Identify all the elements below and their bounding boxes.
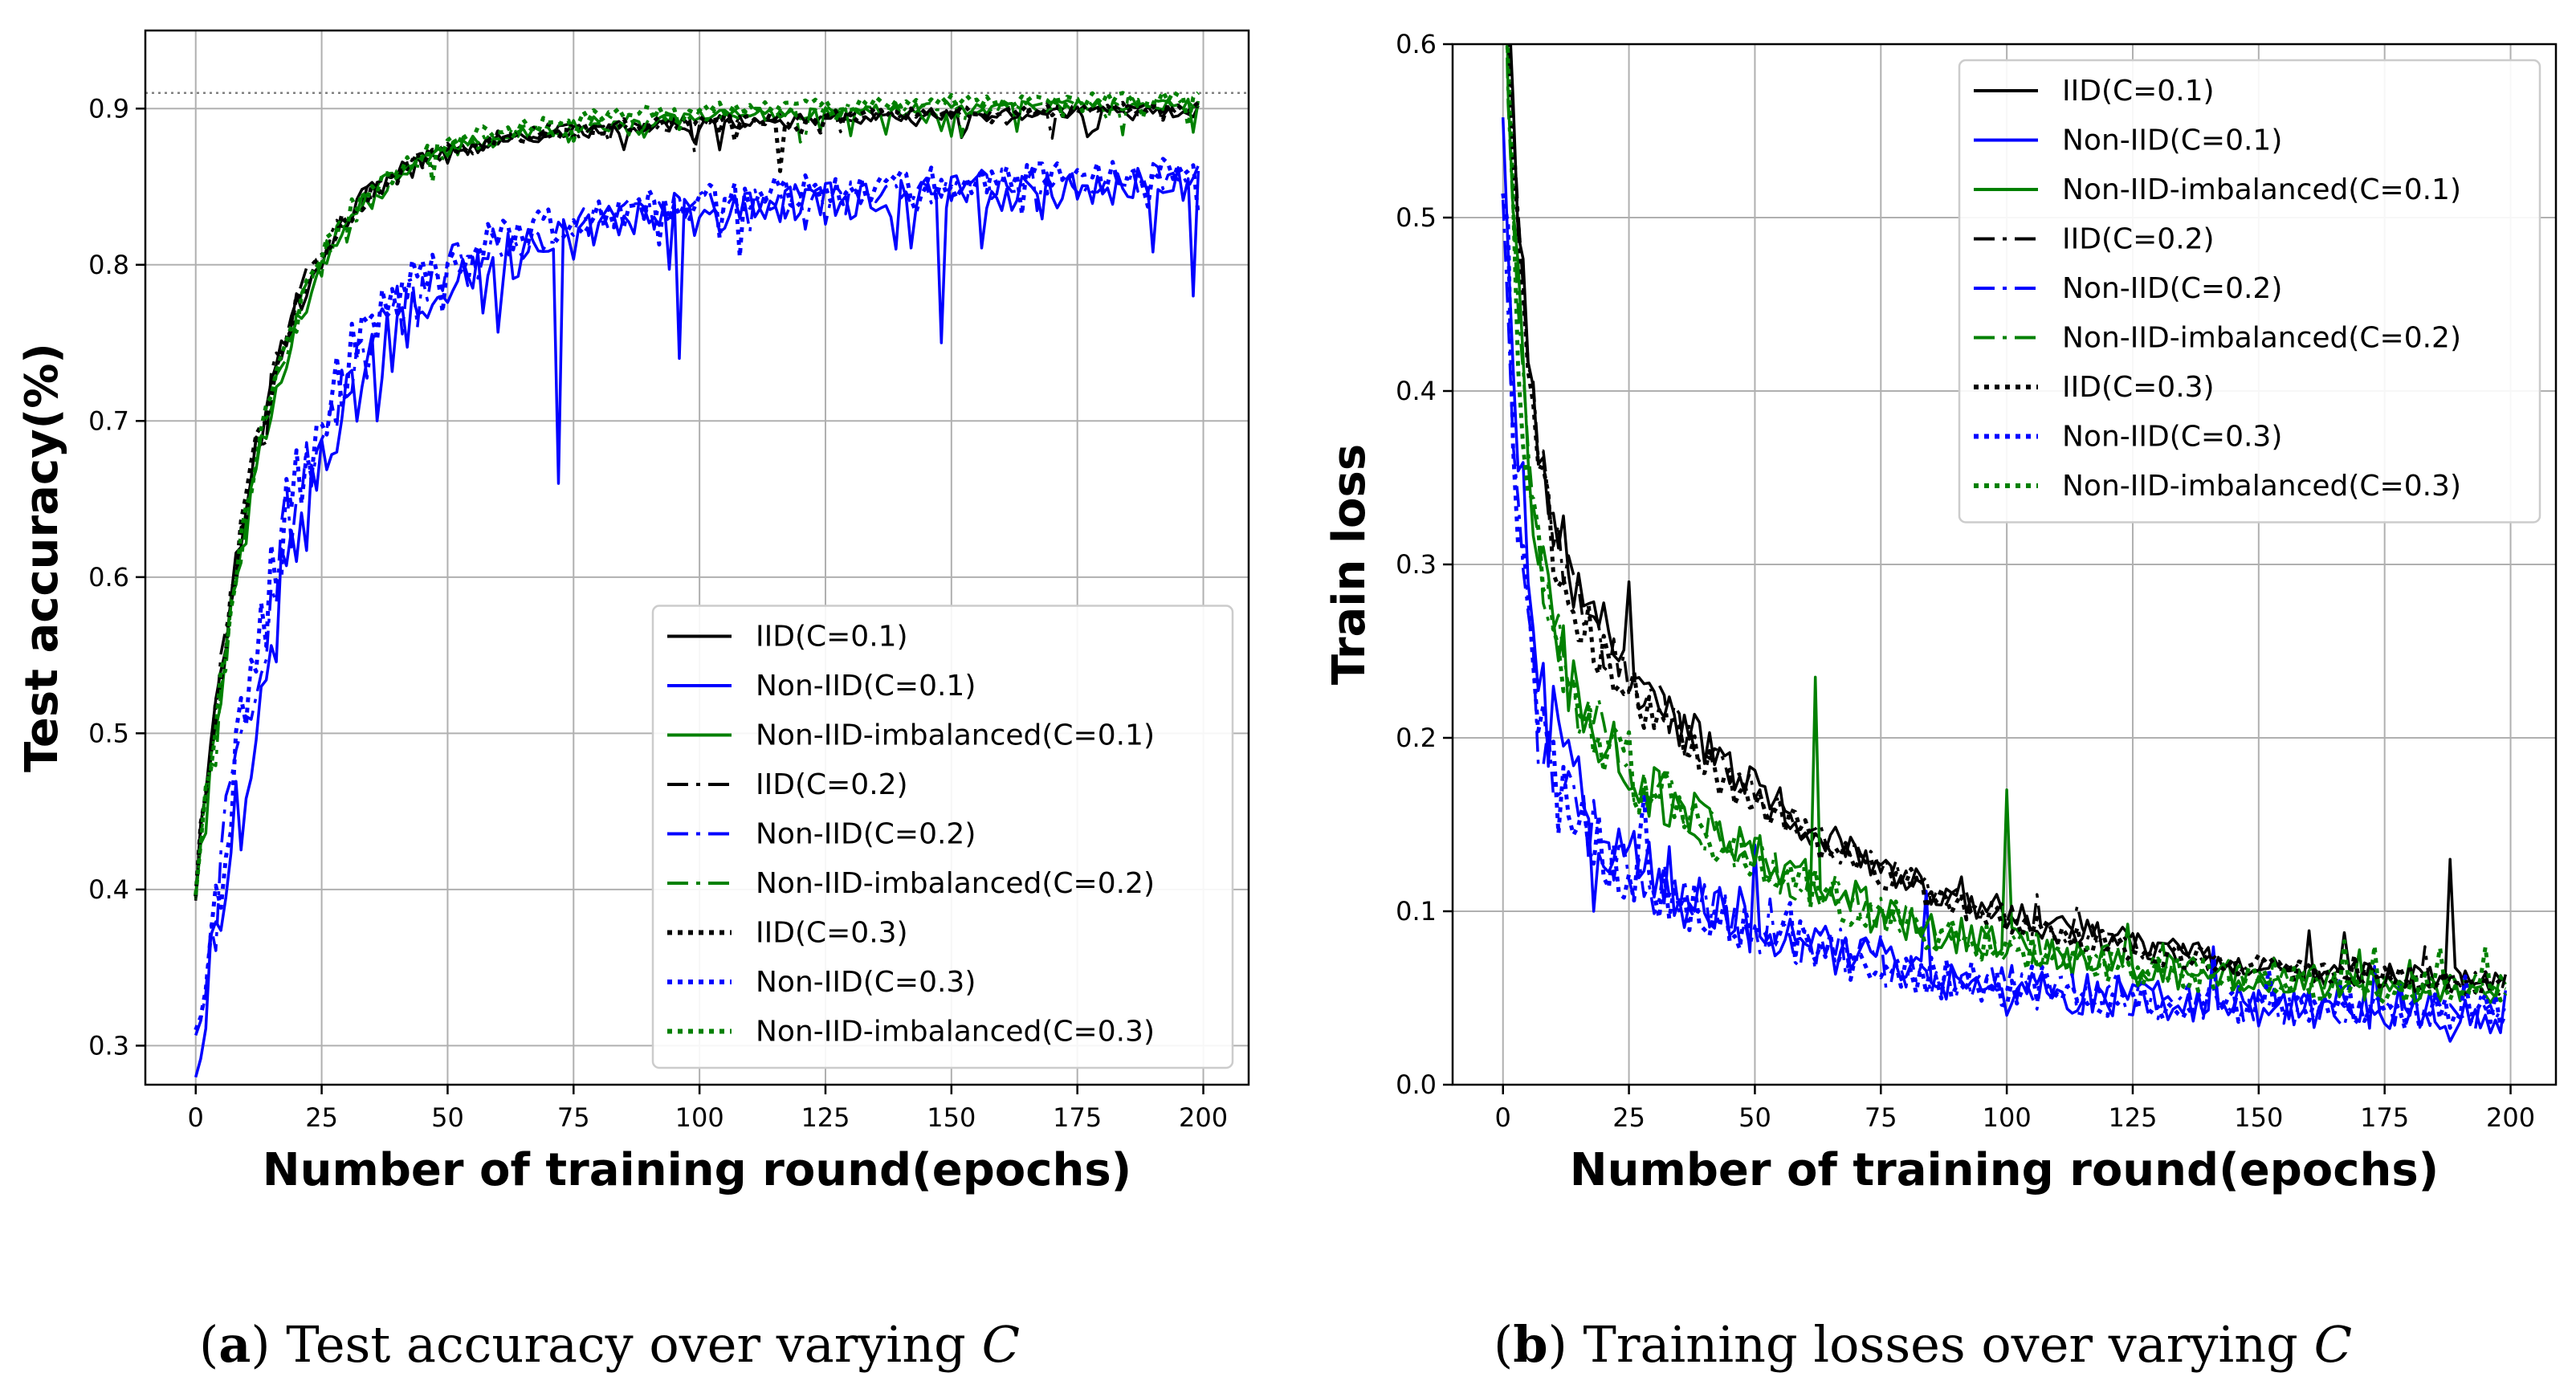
caption-a: (a) Test accuracy over varying C bbox=[199, 1315, 1020, 1374]
series-line bbox=[194, 89, 1200, 895]
y-tick-label: 0.4 bbox=[88, 874, 129, 905]
series-line bbox=[194, 100, 1200, 897]
series-line bbox=[194, 157, 1200, 1031]
legend-entry: Non-IID-imbalanced(C=0.1) bbox=[756, 719, 1155, 752]
caption-b-close: ) bbox=[1547, 1315, 1567, 1374]
y-tick-label: 0.3 bbox=[1396, 549, 1437, 580]
x-tick-label: 150 bbox=[927, 1102, 976, 1133]
x-tick-label: 0 bbox=[188, 1102, 204, 1133]
x-tick-label: 150 bbox=[2234, 1102, 2283, 1133]
plot-frame bbox=[144, 29, 1250, 1086]
series-line bbox=[1506, 44, 2508, 1005]
series-line bbox=[1501, 199, 2506, 1031]
x-tick-label: 50 bbox=[1738, 1102, 1771, 1133]
caption-a-letter: a bbox=[218, 1315, 251, 1374]
legend-entry: IID(C=0.2) bbox=[2062, 223, 2215, 256]
y-tick-label: 0.2 bbox=[1396, 723, 1437, 753]
x-tick-label: 75 bbox=[557, 1102, 590, 1133]
x-tick-label: 100 bbox=[1983, 1102, 2032, 1133]
y-tick-label: 0.3 bbox=[88, 1030, 129, 1061]
legend-frame bbox=[1958, 59, 2541, 523]
legend: IID(C=0.1) Non-IID(C=0.1) Non-IID-imbalanc… bbox=[651, 605, 1234, 1069]
y-tick-label: 0.5 bbox=[88, 718, 129, 748]
legend-entry: Non-IID(C=0.1) bbox=[756, 670, 976, 703]
legend-entry: Non-IID(C=0.3) bbox=[756, 966, 976, 999]
caption-b-variable: C bbox=[2313, 1315, 2353, 1374]
x-tick-label: 25 bbox=[1612, 1102, 1645, 1133]
legend-entry: Non-IID-imbalanced(C=0.1) bbox=[2062, 173, 2461, 206]
legend-entry: IID(C=0.1) bbox=[2062, 75, 2215, 108]
y-tick-label: 0.6 bbox=[1396, 29, 1437, 59]
series-line bbox=[1507, 44, 2508, 997]
caption-b-text: Training losses over varying bbox=[1567, 1315, 2314, 1374]
y-tick-label: 0.6 bbox=[88, 562, 129, 593]
legend-entry: Non-IID-imbalanced(C=0.3) bbox=[2062, 470, 2461, 503]
y-axis-label: Train loss bbox=[1323, 444, 1376, 685]
legend-entry: Non-IID-imbalanced(C=0.2) bbox=[2062, 322, 2461, 355]
legend-entry: Non-IID(C=0.3) bbox=[2062, 421, 2282, 454]
legend-entry: IID(C=0.2) bbox=[756, 768, 908, 801]
caption-a-close: ) bbox=[251, 1315, 271, 1374]
legend: IID(C=0.1) Non-IID(C=0.1) Non-IID-imbalanc… bbox=[1958, 59, 2541, 523]
caption-b: (b) Training losses over varying C bbox=[1494, 1315, 2352, 1374]
x-tick-label: 100 bbox=[675, 1102, 724, 1133]
series-line bbox=[1506, 44, 2506, 997]
y-tick-label: 0.8 bbox=[88, 250, 129, 280]
chart-b-train-loss: 0 25 50 75 100 125 150 175 200 0.0 0.1 0.2 0.3 0.4 0.5… bbox=[1323, 29, 2558, 1196]
legend-frame bbox=[651, 605, 1234, 1069]
x-axis-label: Number of training round(epochs) bbox=[1570, 1144, 2439, 1196]
legend-entry: IID(C=0.3) bbox=[2062, 371, 2215, 404]
series-group bbox=[194, 89, 1200, 1078]
x-tick-label: 50 bbox=[431, 1102, 464, 1133]
chart-a-test-accuracy: 0 25 50 75 100 125 150 175 200 0.3 0.4 0.5 0.6 0.7 0.8… bbox=[16, 29, 1250, 1196]
legend-entry: Non-IID(C=0.1) bbox=[2062, 124, 2282, 157]
x-tick-label: 175 bbox=[1053, 1102, 1102, 1133]
caption-a-variable: C bbox=[981, 1315, 1021, 1374]
x-tick-label: 0 bbox=[1495, 1102, 1511, 1133]
caption-a-text: Test accuracy over varying bbox=[270, 1315, 982, 1374]
y-tick-label: 0.0 bbox=[1396, 1069, 1437, 1100]
series-line bbox=[194, 96, 1199, 898]
x-tick-label: 125 bbox=[2108, 1102, 2157, 1133]
caption-b-open: ( bbox=[1494, 1315, 1514, 1374]
x-tick-label: 200 bbox=[1179, 1102, 1228, 1133]
legend-entry: Non-IID(C=0.2) bbox=[756, 818, 976, 851]
x-axis-label: Number of training round(epochs) bbox=[263, 1144, 1132, 1196]
x-tick-label: 175 bbox=[2360, 1102, 2409, 1133]
series-group bbox=[1501, 44, 2508, 1043]
x-tick-label: 75 bbox=[1865, 1102, 1897, 1133]
x-tick-label: 25 bbox=[305, 1102, 338, 1133]
x-tick-label: 125 bbox=[801, 1102, 850, 1133]
series-line bbox=[1501, 193, 2508, 1031]
legend-entry: IID(C=0.1) bbox=[756, 621, 908, 654]
legend-entry: Non-IID-imbalanced(C=0.3) bbox=[756, 1016, 1155, 1049]
caption-b-letter: b bbox=[1513, 1315, 1548, 1374]
caption-a-open: ( bbox=[199, 1315, 219, 1374]
y-tick-label: 0.9 bbox=[88, 93, 129, 124]
y-axis-label: Test accuracy(%) bbox=[16, 343, 68, 772]
x-tick-label: 200 bbox=[2486, 1102, 2535, 1133]
y-tick-label: 0.7 bbox=[88, 405, 129, 436]
y-tick-label: 0.4 bbox=[1396, 376, 1437, 406]
y-tick-label: 0.1 bbox=[1396, 896, 1437, 927]
series-line bbox=[194, 165, 1200, 1078]
legend-entry: Non-IID-imbalanced(C=0.2) bbox=[756, 867, 1155, 900]
legend-entry: IID(C=0.3) bbox=[756, 917, 908, 950]
legend-entry: Non-IID(C=0.2) bbox=[2062, 272, 2282, 305]
y-tick-label: 0.5 bbox=[1396, 202, 1437, 233]
